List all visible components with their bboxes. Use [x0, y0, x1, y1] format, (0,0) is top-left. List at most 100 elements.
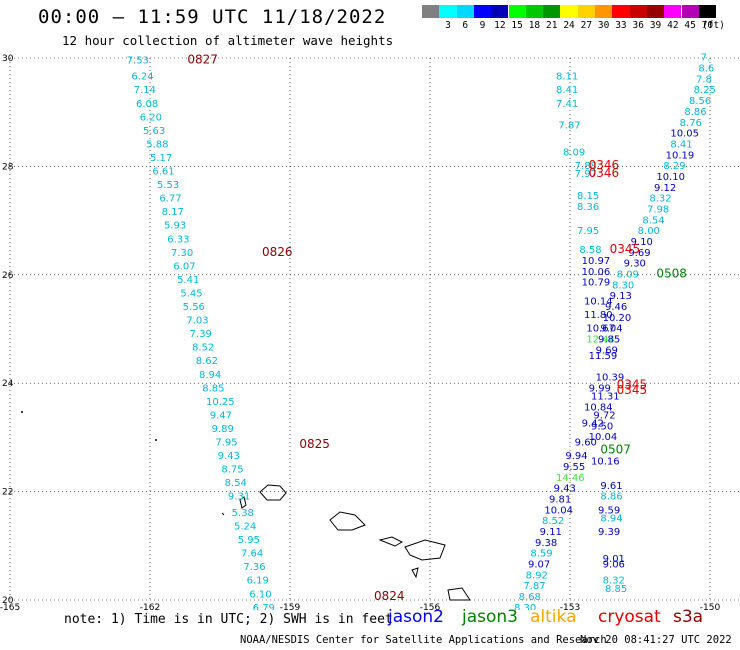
- x-tick-label: -150: [700, 603, 721, 610]
- swh-value-label: 10.05: [670, 129, 699, 140]
- swh-value-label: 11.59: [589, 351, 618, 362]
- island-outline: [21, 411, 23, 413]
- legend-item-altika: altika: [530, 607, 577, 627]
- colorbar-swatch: [629, 5, 647, 18]
- swh-value-label: 12.44: [586, 335, 615, 346]
- swh-value-label: 9.89: [212, 424, 234, 435]
- swh-value-label: 8.92: [526, 570, 548, 581]
- swh-value-label: 10.04: [544, 505, 573, 516]
- swh-value-label: 8.30: [514, 603, 536, 610]
- y-tick-label: 28: [2, 162, 14, 172]
- swh-value-label: 8.56: [689, 96, 711, 107]
- swh-value-label: 7.98: [647, 204, 669, 215]
- swh-value-label: 8.68: [519, 592, 541, 603]
- colorbar-swatch: [595, 5, 613, 18]
- swh-value-label: 6.24: [131, 72, 153, 83]
- swh-value-label: 9.94: [565, 451, 587, 462]
- swh-value-label: 6.79: [253, 603, 275, 610]
- swh-value-label: 9.06: [603, 559, 625, 570]
- swh-value-label: 9.07: [528, 559, 550, 570]
- y-tick-label: 20: [2, 596, 14, 606]
- colorbar-tick-label: 3: [445, 20, 451, 31]
- island-outline: [404, 539, 446, 561]
- swh-value-label: 6.08: [136, 99, 158, 110]
- generated-timestamp: Nov 20 08:41:27 UTC 2022: [580, 634, 732, 646]
- colorbar-tick-label: 36: [632, 20, 644, 31]
- swh-value-label: 9.99: [589, 383, 611, 394]
- time-label: 0827: [187, 52, 218, 66]
- swh-value-label: 7.95: [577, 226, 599, 237]
- swh-value-label: 10.04: [589, 432, 618, 443]
- time-label: 0508: [656, 267, 687, 281]
- time-label: 0346: [589, 166, 620, 180]
- colorbar-tick-label: 45: [684, 20, 696, 31]
- swh-value-label: 7.36: [243, 562, 265, 573]
- y-tick-label: 26: [2, 271, 14, 281]
- swh-value-label: 8.52: [542, 516, 564, 527]
- time-label: 0507: [600, 443, 631, 457]
- swh-value-label: 9.43: [554, 484, 576, 495]
- time-label: 0345: [617, 378, 648, 392]
- swh-value-label: 7.53: [127, 55, 149, 66]
- colorbar-swatch: [543, 5, 561, 18]
- swh-value-label: 8.54: [642, 215, 664, 226]
- swh-value-label: 6.33: [167, 234, 189, 245]
- swh-value-label: 10.97: [582, 256, 611, 267]
- swh-value-label: 7.87: [523, 581, 545, 592]
- swh-value-label: 7.95: [215, 438, 237, 449]
- swh-value-label: 7.87: [558, 120, 580, 131]
- swh-value-label: 8.32: [649, 194, 671, 205]
- swh-value-label: 9.72: [593, 410, 615, 421]
- swh-value-label: 9.04: [600, 324, 622, 335]
- island-outline: [155, 439, 157, 441]
- swh-value-label: 8.11: [556, 72, 578, 83]
- swh-value-label: 7.: [701, 53, 711, 64]
- x-tick-label: -159: [280, 603, 301, 610]
- x-tick-label: -156: [420, 603, 441, 610]
- swh-value-label: 9.42: [582, 419, 604, 430]
- swh-value-label: 8.76: [680, 118, 702, 129]
- swh-value-label: 8.17: [162, 207, 184, 218]
- colorbar-tick-label: 12: [494, 20, 506, 31]
- swh-value-label: 9.30: [624, 259, 646, 270]
- time-label: 0344: [633, 608, 664, 610]
- colorbar-swatch: [560, 5, 578, 18]
- legend-item-jason3: jason3: [462, 607, 518, 627]
- colorbar-tick-label: 33: [615, 20, 627, 31]
- footer-note: note: 1) Time is in UTC; 2) SWH is in fe…: [64, 612, 393, 627]
- swh-value-label: 10.79: [582, 278, 611, 289]
- swh-value-label: 8.59: [530, 549, 552, 560]
- swh-value-label: 8.15: [577, 191, 599, 202]
- swh-value-label: 14.46: [556, 473, 585, 484]
- legend-item-jason2: jason2: [388, 607, 444, 627]
- swh-value-label: 8.6: [698, 64, 714, 75]
- legend-item-s3a: s3a: [673, 607, 704, 627]
- x-tick-label: -165: [0, 603, 20, 610]
- swh-value-label: 10.10: [656, 172, 685, 183]
- island-outline: [221, 512, 225, 516]
- swh-value-label: 5.17: [150, 153, 172, 164]
- swh-value-label: 8.54: [225, 478, 247, 489]
- swh-value-label: 8.86: [600, 492, 622, 503]
- swh-value-label: 5.88: [146, 139, 168, 150]
- swh-value-label: 8.41: [670, 139, 692, 150]
- colorbar-swatch: [646, 5, 665, 18]
- swh-value-label: 9.11: [540, 527, 562, 538]
- island-outline: [447, 587, 471, 601]
- colorbar-swatch: [577, 5, 595, 18]
- swh-value-label: 9.01: [603, 554, 625, 565]
- swh-value-label: 7.64: [241, 549, 263, 560]
- swh-value-label: 9.38: [535, 538, 557, 549]
- island-outline: [411, 567, 419, 579]
- island-outline: [329, 511, 366, 531]
- swh-value-label: 6.10: [249, 589, 271, 600]
- swh-value-label: 8.75: [221, 465, 243, 476]
- swh-value-label: 7.41: [556, 99, 578, 110]
- swh-value-label: 8.25: [694, 85, 716, 96]
- colorbar-tick-label: 21: [546, 20, 558, 31]
- island-outline: [378, 536, 404, 547]
- swh-value-label: 8.00: [638, 226, 660, 237]
- swh-value-label: 6.77: [159, 194, 181, 205]
- swh-value-label: 6.61: [152, 167, 174, 178]
- colorbar-swatch: [473, 5, 492, 18]
